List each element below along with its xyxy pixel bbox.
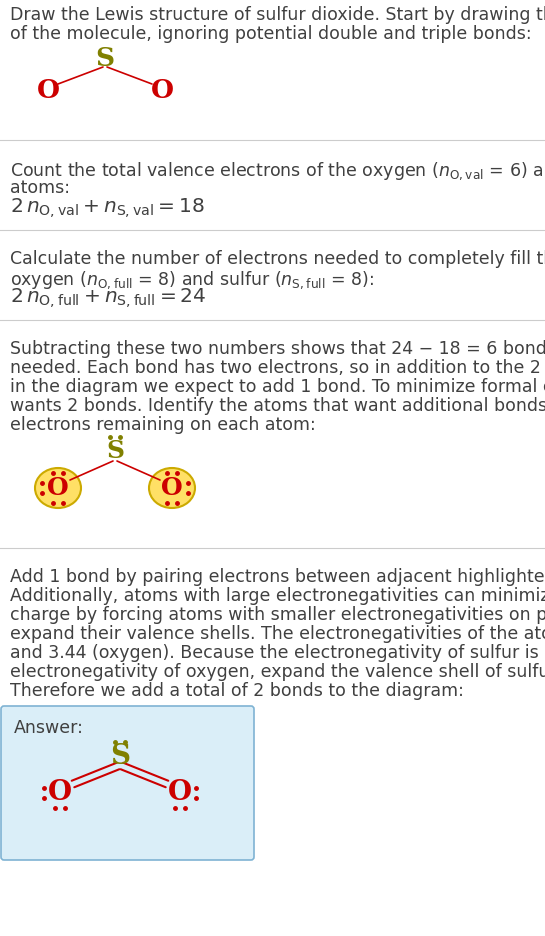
FancyBboxPatch shape <box>1 706 254 860</box>
Text: O: O <box>150 79 173 104</box>
Text: O: O <box>47 476 69 500</box>
Text: oxygen ($n_{\mathrm{O,full}}$ = 8) and sulfur ($n_{\mathrm{S,full}}$ = 8):: oxygen ($n_{\mathrm{O,full}}$ = 8) and s… <box>10 269 374 290</box>
Text: Subtracting these two numbers shows that 24 − 18 = 6 bonding electrons are: Subtracting these two numbers shows that… <box>10 340 545 358</box>
Text: Count the total valence electrons of the oxygen ($n_{\mathrm{O,val}}$ = 6) and s: Count the total valence electrons of the… <box>10 160 545 182</box>
Text: S: S <box>110 742 130 769</box>
Text: Additionally, atoms with large electronegativities can minimize their formal: Additionally, atoms with large electrone… <box>10 587 545 605</box>
Text: S: S <box>95 46 114 70</box>
Text: O: O <box>48 780 72 807</box>
Text: of the molecule, ignoring potential double and triple bonds:: of the molecule, ignoring potential doub… <box>10 25 531 43</box>
Text: S: S <box>106 439 124 463</box>
Text: O: O <box>161 476 183 500</box>
Ellipse shape <box>149 468 195 508</box>
Text: O: O <box>168 780 192 807</box>
Text: Calculate the number of electrons needed to completely fill the valence shells f: Calculate the number of electrons needed… <box>10 250 545 268</box>
Text: expand their valence shells. The electronegativities of the atoms are 2.58 (sulf: expand their valence shells. The electro… <box>10 625 545 643</box>
Text: Draw the Lewis structure of sulfur dioxide. Start by drawing the overall structu: Draw the Lewis structure of sulfur dioxi… <box>10 6 545 24</box>
Text: electronegativity of oxygen, expand the valence shell of sulfur to 4 bonds.: electronegativity of oxygen, expand the … <box>10 663 545 681</box>
Ellipse shape <box>35 468 81 508</box>
Text: needed. Each bond has two electrons, so in addition to the 2 bonds already prese: needed. Each bond has two electrons, so … <box>10 359 545 377</box>
Text: $2\,n_{\mathrm{O,val}} + n_{\mathrm{S,val}} = 18$: $2\,n_{\mathrm{O,val}} + n_{\mathrm{S,va… <box>10 196 204 220</box>
Text: O: O <box>37 79 59 104</box>
Text: Answer:: Answer: <box>14 719 84 737</box>
Text: Therefore we add a total of 2 bonds to the diagram:: Therefore we add a total of 2 bonds to t… <box>10 682 464 700</box>
Text: electrons remaining on each atom:: electrons remaining on each atom: <box>10 416 316 434</box>
Text: atoms:: atoms: <box>10 179 70 197</box>
Text: Add 1 bond by pairing electrons between adjacent highlighted atoms.: Add 1 bond by pairing electrons between … <box>10 568 545 586</box>
Text: in the diagram we expect to add 1 bond. To minimize formal charge oxygen: in the diagram we expect to add 1 bond. … <box>10 378 545 396</box>
Text: charge by forcing atoms with smaller electronegativities on period 3 or higher t: charge by forcing atoms with smaller ele… <box>10 606 545 624</box>
Text: $2\,n_{\mathrm{O,full}} + n_{\mathrm{S,full}} = 24$: $2\,n_{\mathrm{O,full}} + n_{\mathrm{S,f… <box>10 286 207 310</box>
Text: wants 2 bonds. Identify the atoms that want additional bonds and the number of: wants 2 bonds. Identify the atoms that w… <box>10 397 545 415</box>
Text: and 3.44 (oxygen). Because the electronegativity of sulfur is smaller than the: and 3.44 (oxygen). Because the electrone… <box>10 644 545 662</box>
